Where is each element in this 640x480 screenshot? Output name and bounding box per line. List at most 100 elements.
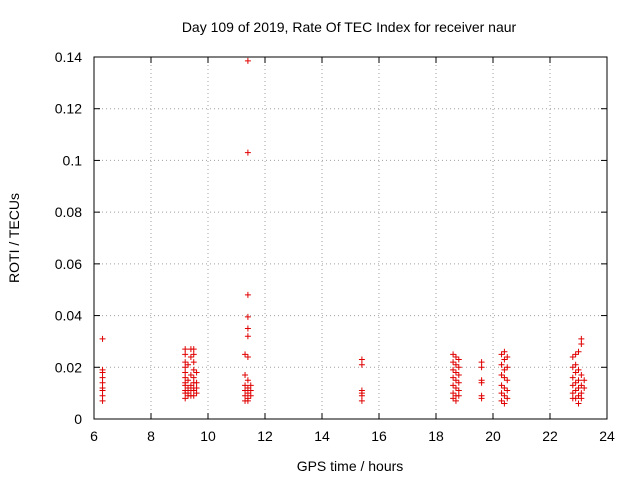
data-point [242, 372, 249, 379]
data-point [478, 359, 485, 366]
x-tick-label: 22 [542, 428, 558, 444]
data-point [450, 382, 457, 389]
data-point [244, 384, 251, 391]
x-tick-label: 14 [314, 428, 330, 444]
data-point [242, 382, 249, 389]
data-point [455, 372, 462, 379]
data-point [452, 361, 459, 368]
data-point [193, 384, 200, 391]
data-point [575, 400, 582, 407]
x-tick-label: 12 [257, 428, 273, 444]
data-point [190, 387, 197, 394]
data-point [578, 395, 585, 402]
data-point [569, 382, 576, 389]
data-point [185, 384, 192, 391]
data-point [575, 348, 582, 355]
data-point [572, 361, 579, 368]
data-point [575, 384, 582, 391]
data-point [452, 369, 459, 376]
data-point [187, 353, 194, 360]
data-point [99, 387, 106, 394]
data-points [99, 57, 588, 407]
data-point [358, 356, 365, 363]
data-point [498, 361, 505, 368]
y-tick-label: 0.08 [55, 204, 82, 220]
data-point [578, 372, 585, 379]
data-point [244, 333, 251, 340]
data-point [190, 351, 197, 358]
data-point [501, 348, 508, 355]
data-point [452, 353, 459, 360]
data-point [193, 390, 200, 397]
data-point [569, 390, 576, 397]
data-point [501, 366, 508, 373]
plot-frame [93, 56, 608, 420]
data-point [193, 379, 200, 386]
data-point [478, 395, 485, 402]
chart-title: Day 109 of 2019, Rate Of TEC Index for r… [182, 19, 517, 35]
data-point [569, 353, 576, 360]
data-point [478, 364, 485, 371]
x-tick-label: 24 [599, 428, 615, 444]
y-tick-label: 0.14 [55, 49, 82, 65]
data-point [504, 395, 511, 402]
data-point [581, 384, 588, 391]
data-point [182, 346, 189, 353]
data-point [244, 57, 251, 64]
data-point [244, 390, 251, 397]
data-point [572, 351, 579, 358]
data-point [455, 379, 462, 386]
data-point [504, 377, 511, 384]
data-point [452, 377, 459, 384]
data-point [572, 395, 579, 402]
data-point [452, 397, 459, 404]
data-point [498, 372, 505, 379]
data-point [501, 392, 508, 399]
data-point [244, 291, 251, 298]
y-axis-label: ROTI / TECUs [6, 193, 22, 283]
x-axis-label: GPS time / hours [297, 458, 404, 474]
data-point [190, 366, 197, 373]
data-point [182, 359, 189, 366]
data-point [99, 335, 106, 342]
data-point [578, 335, 585, 342]
data-point [190, 392, 197, 399]
data-point [450, 351, 457, 358]
data-point [450, 395, 457, 402]
grid [94, 57, 607, 419]
data-point [578, 382, 585, 389]
data-point [578, 390, 585, 397]
data-point [187, 372, 194, 379]
data-point [358, 397, 365, 404]
data-point [242, 392, 249, 399]
data-point [498, 382, 505, 389]
data-point [99, 392, 106, 399]
y-tick-label: 0 [74, 411, 82, 427]
data-point [193, 369, 200, 376]
data-point [569, 374, 576, 381]
data-point [244, 313, 251, 320]
data-point [185, 377, 192, 384]
x-tick-label: 6 [90, 428, 98, 444]
data-point [99, 379, 106, 386]
data-point [190, 359, 197, 366]
data-point [501, 374, 508, 381]
data-point [244, 325, 251, 332]
data-point [358, 392, 365, 399]
data-point [99, 397, 106, 404]
data-point [244, 353, 251, 360]
data-point [190, 374, 197, 381]
x-tick-label: 16 [371, 428, 387, 444]
y-tick-label: 0.04 [55, 308, 82, 324]
x-tick-labels: 6 8 10 12 14 16 18 20 22 24 [90, 428, 615, 444]
data-point [504, 353, 511, 360]
data-point [575, 377, 582, 384]
data-point [247, 392, 254, 399]
x-tick-label: 10 [200, 428, 216, 444]
data-point [244, 397, 251, 404]
data-point [450, 374, 457, 381]
y-tick-label: 0.1 [63, 152, 83, 168]
data-point [581, 377, 588, 384]
x-tick-label: 18 [428, 428, 444, 444]
